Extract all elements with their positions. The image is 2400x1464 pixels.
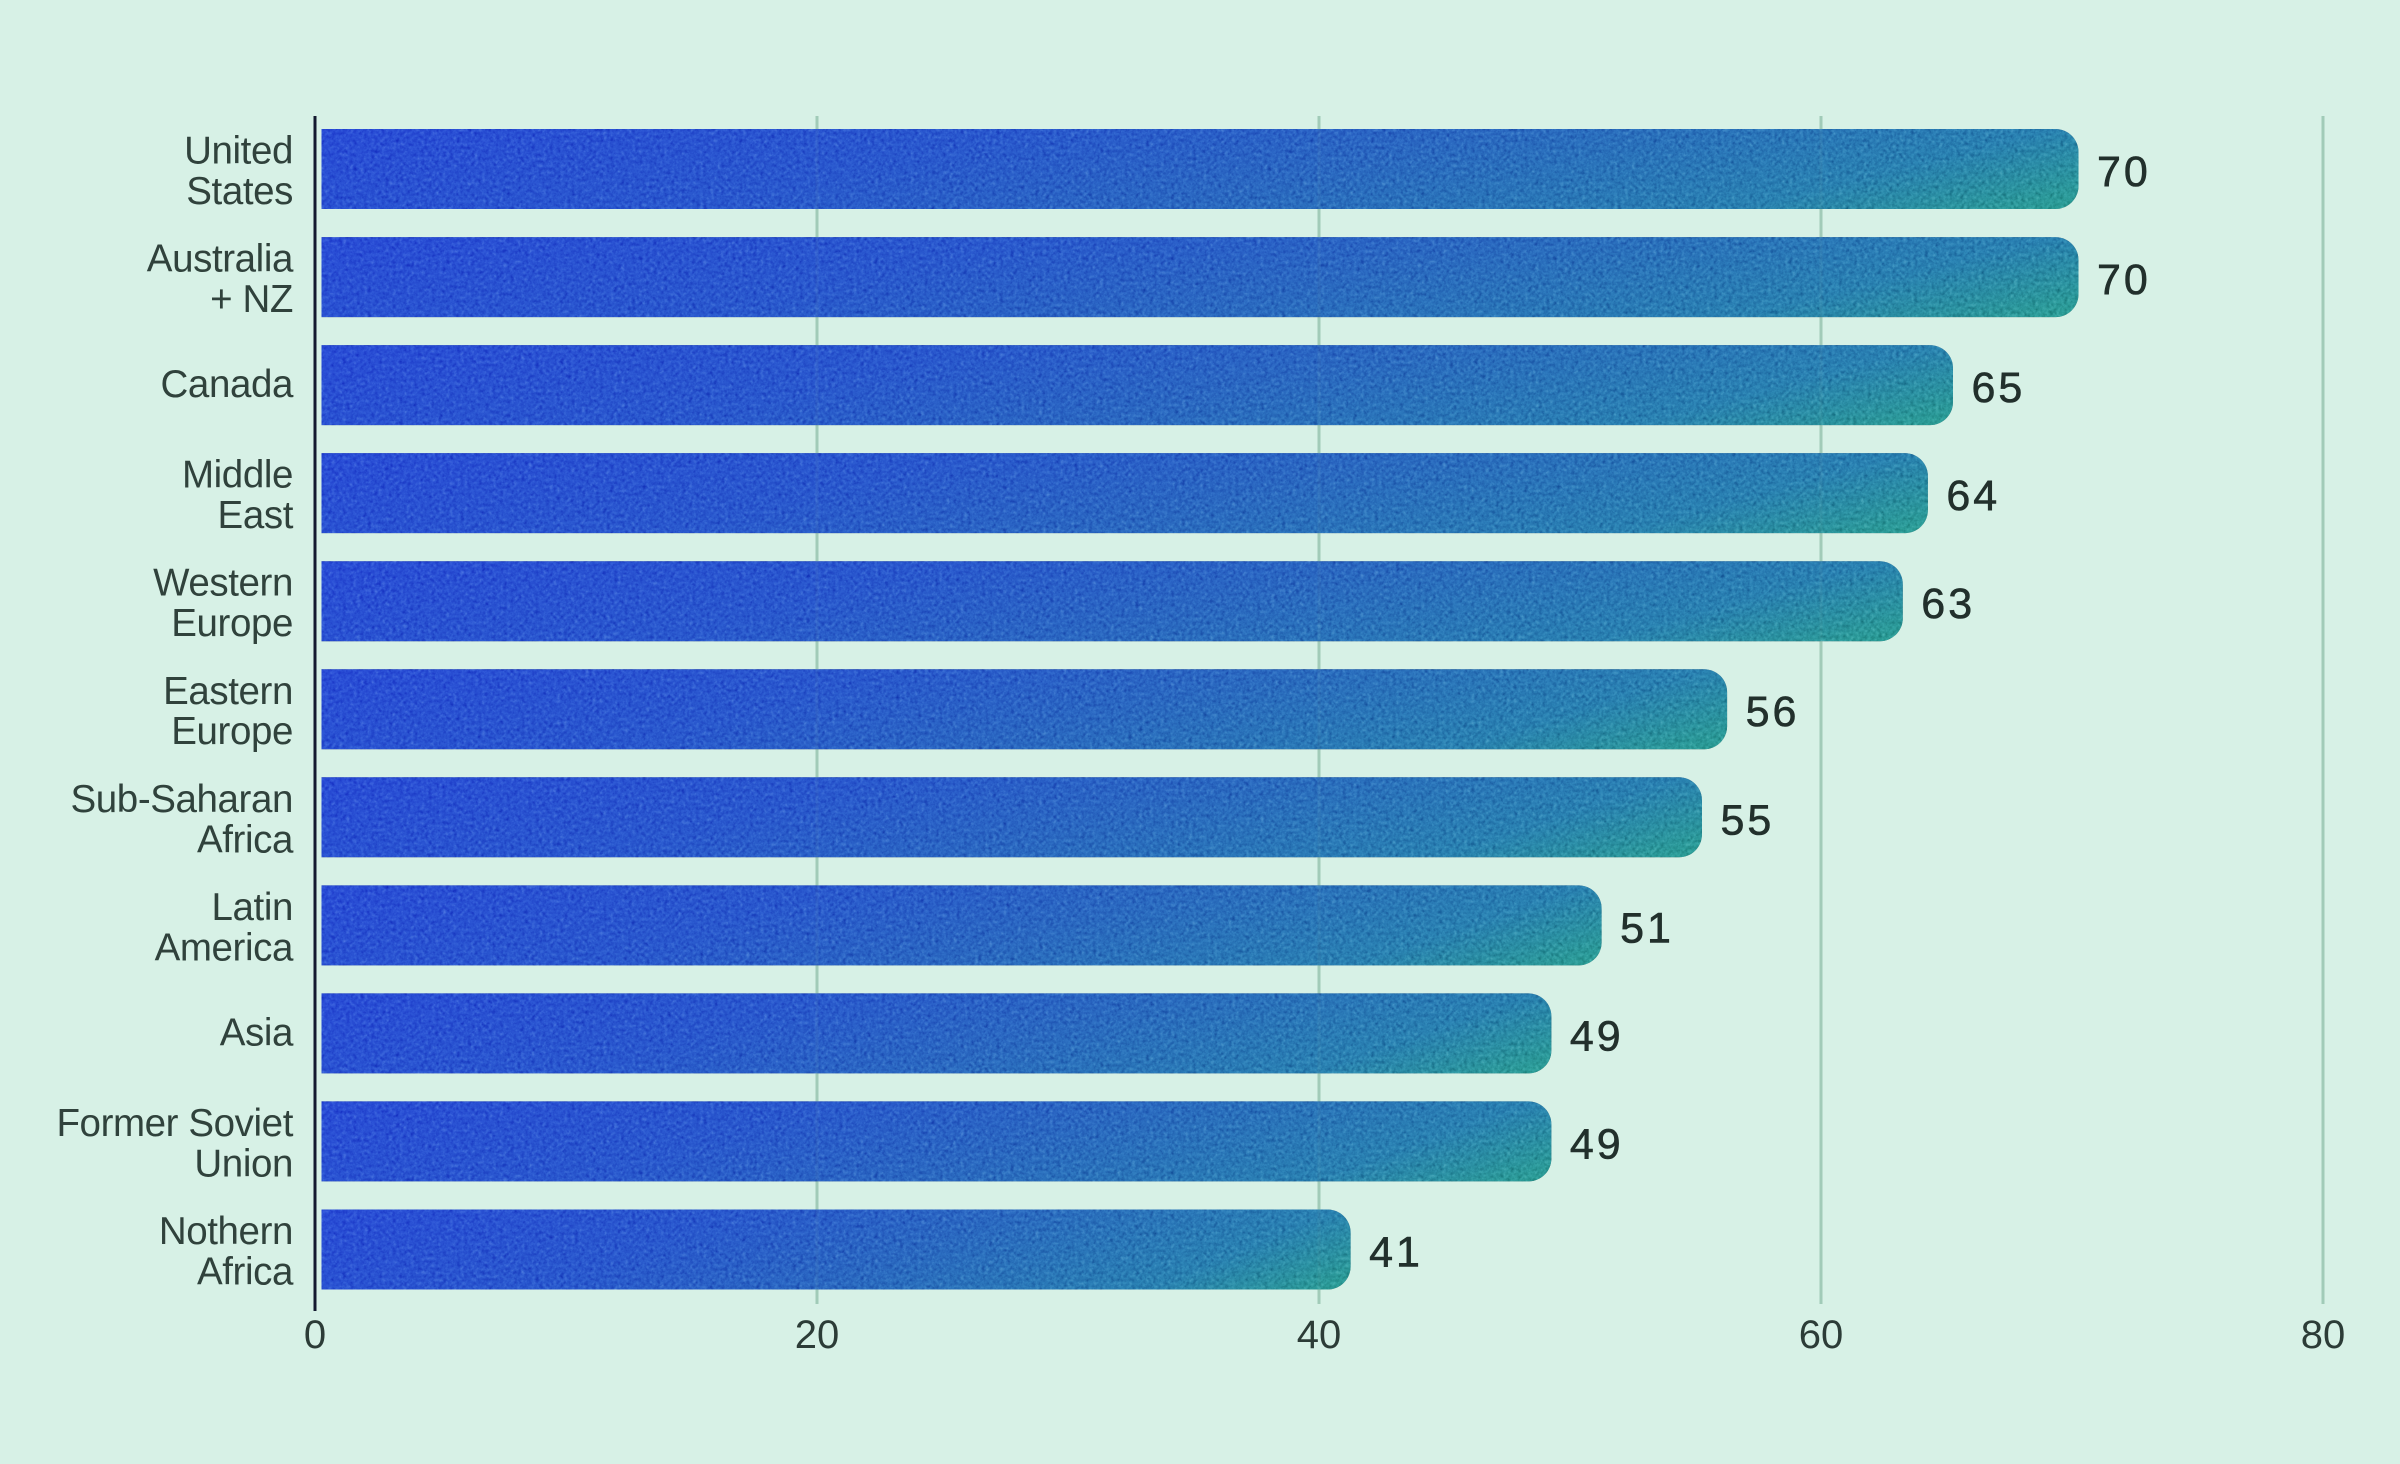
svg-text:Former Soviet: Former Soviet (56, 1102, 293, 1145)
svg-text:64: 64 (1946, 472, 2000, 520)
svg-text:America: America (155, 926, 294, 969)
svg-text:Europe: Europe (171, 602, 293, 645)
svg-text:+ NZ: + NZ (210, 278, 293, 321)
svg-text:60: 60 (1799, 1313, 1844, 1357)
svg-text:Nothern: Nothern (159, 1210, 293, 1253)
svg-text:Asia: Asia (220, 1011, 294, 1054)
svg-text:20: 20 (795, 1313, 840, 1357)
svg-text:United: United (184, 130, 293, 173)
svg-text:Canada: Canada (161, 363, 294, 406)
svg-text:63: 63 (1921, 580, 1975, 628)
svg-text:56: 56 (1746, 688, 1800, 736)
svg-text:Australia: Australia (147, 238, 294, 281)
svg-text:Africa: Africa (197, 1251, 294, 1294)
svg-text:0: 0 (304, 1313, 326, 1357)
svg-text:Middle: Middle (182, 454, 293, 497)
svg-text:Western: Western (153, 562, 293, 605)
svg-text:40: 40 (1297, 1313, 1342, 1357)
svg-text:49: 49 (1570, 1120, 1624, 1168)
svg-text:Union: Union (194, 1142, 293, 1185)
svg-text:Europe: Europe (171, 710, 293, 753)
svg-text:65: 65 (1972, 364, 2026, 412)
svg-text:East: East (218, 494, 294, 537)
svg-text:70: 70 (2097, 148, 2151, 196)
svg-text:Latin: Latin (212, 886, 294, 929)
svg-text:80: 80 (2301, 1313, 2346, 1357)
svg-text:States: States (186, 170, 293, 213)
svg-text:49: 49 (1570, 1012, 1624, 1060)
svg-text:41: 41 (1369, 1229, 1423, 1277)
svg-text:55: 55 (1721, 796, 1775, 844)
svg-text:51: 51 (1620, 904, 1674, 952)
svg-text:Sub-Saharan: Sub-Saharan (71, 778, 293, 821)
svg-text:Africa: Africa (197, 818, 294, 861)
svg-text:Eastern: Eastern (163, 670, 293, 713)
svg-text:70: 70 (2097, 256, 2151, 304)
